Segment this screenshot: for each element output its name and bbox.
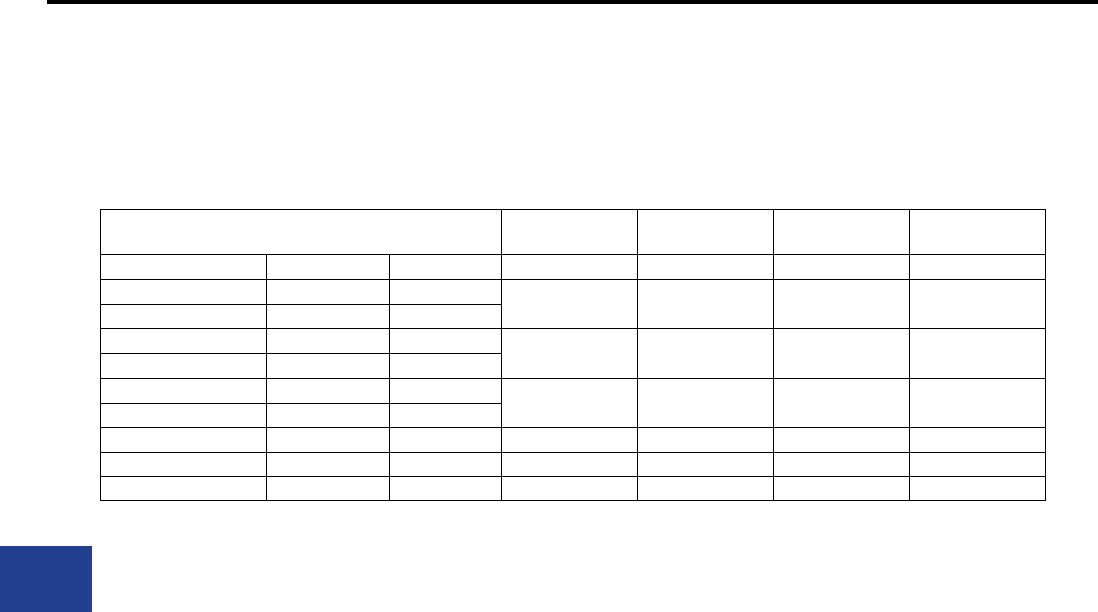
table-cell xyxy=(773,427,911,453)
table-cell xyxy=(909,452,1047,477)
table-cell xyxy=(909,427,1047,453)
table-cell xyxy=(266,254,390,280)
table-cell xyxy=(388,279,503,305)
header-cell xyxy=(637,209,775,255)
table-row xyxy=(100,427,1047,453)
table-cell xyxy=(266,427,390,453)
table-cell xyxy=(100,452,267,477)
table-cell xyxy=(100,328,267,354)
table-cell xyxy=(388,254,503,280)
merged-cell xyxy=(637,328,775,379)
header-cell xyxy=(909,209,1047,255)
merged-cell xyxy=(909,378,1047,428)
table-cell xyxy=(637,452,775,477)
merged-cell xyxy=(637,378,775,428)
table-cell xyxy=(909,254,1047,280)
table-row xyxy=(100,403,1046,428)
table-cell xyxy=(501,452,639,477)
top-rule xyxy=(47,0,1098,4)
merged-cell xyxy=(773,328,911,379)
table-cell xyxy=(266,403,390,428)
blue-corner-block xyxy=(0,546,92,612)
table-cell xyxy=(773,452,911,477)
table-cell xyxy=(637,254,775,280)
merged-cell xyxy=(909,328,1047,379)
merged-cell xyxy=(637,279,775,329)
table-row xyxy=(100,328,1047,379)
table-row xyxy=(100,378,1047,428)
table-cell xyxy=(100,254,267,280)
table-cell xyxy=(501,254,639,280)
table-cell xyxy=(388,328,503,354)
table-cell xyxy=(100,304,267,329)
table-cell xyxy=(100,476,267,501)
table-cell xyxy=(773,476,911,501)
merged-cell xyxy=(501,279,639,329)
header-cell xyxy=(773,209,911,255)
table-cell xyxy=(388,476,503,501)
table-cell xyxy=(266,476,390,501)
table-row xyxy=(100,476,1047,501)
merged-cell xyxy=(501,378,639,428)
table-cell xyxy=(100,279,267,305)
table-cell xyxy=(100,353,267,379)
empty-table xyxy=(99,209,1047,501)
table-cell xyxy=(266,378,390,404)
table-cell xyxy=(388,378,503,404)
table-cell xyxy=(266,304,390,329)
header-cell xyxy=(99,209,503,255)
table-cell xyxy=(501,476,639,501)
table-row xyxy=(100,452,1047,477)
table-cell xyxy=(266,353,390,379)
table-cell xyxy=(909,476,1047,501)
table-cell xyxy=(266,279,390,305)
table-cell xyxy=(100,403,267,428)
merged-cell xyxy=(501,328,639,379)
table-cell xyxy=(388,452,503,477)
table-cell xyxy=(100,378,267,404)
table-cell xyxy=(637,427,775,453)
table-cell xyxy=(266,452,390,477)
table-cell xyxy=(100,427,267,453)
table-cell xyxy=(501,427,639,453)
header-cell xyxy=(501,209,639,255)
table-cell xyxy=(388,353,503,379)
merged-cell xyxy=(773,378,911,428)
table-row xyxy=(100,254,1047,280)
table-cell xyxy=(266,328,390,354)
table-cell xyxy=(388,427,503,453)
merged-cell xyxy=(773,279,911,329)
table-header-row xyxy=(99,209,1047,255)
merged-cell xyxy=(909,279,1047,329)
table-cell xyxy=(637,476,775,501)
table-row xyxy=(100,279,1047,329)
table-cell xyxy=(388,403,503,428)
table-cell xyxy=(388,304,503,329)
table-cell xyxy=(773,254,911,280)
